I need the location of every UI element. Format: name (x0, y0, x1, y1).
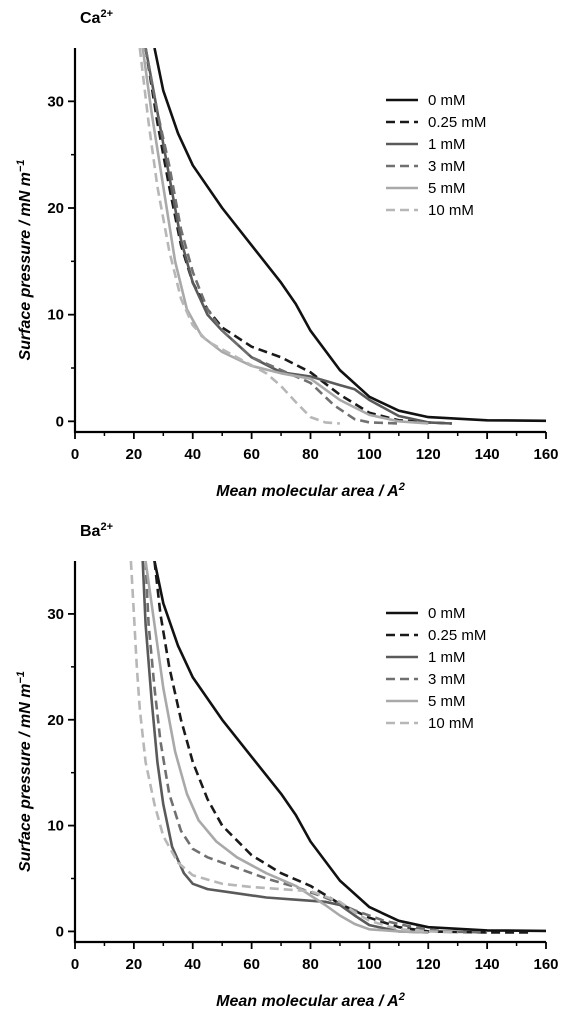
legend-label: 0.25 mM (428, 114, 486, 131)
legend-label: 0 mM (428, 92, 466, 109)
x-tick-label: 120 (416, 446, 441, 463)
chart-panel-0: 0 20 40 60 80 100 120 140 160 0 10 20 30 Ca2+ Mean mol… (15, 8, 559, 500)
legend-label: 1 mM (428, 649, 466, 666)
series-line-3 (144, 561, 488, 934)
x-tick-label: 20 (126, 956, 143, 973)
series-line-2 (141, 561, 429, 934)
series-line-5 (129, 561, 458, 934)
legend-label: 0.25 mM (428, 627, 486, 644)
x-tick-label: 0 (71, 446, 79, 463)
y-axis-label: Surface pressure / mN m−1 (15, 159, 34, 360)
series-line-0 (153, 48, 546, 423)
series-line-3 (144, 48, 399, 425)
series-line-1 (144, 48, 452, 425)
x-tick-label: 140 (475, 956, 500, 973)
series-group (129, 561, 546, 934)
legend-label: 5 mM (428, 693, 466, 710)
legend-label: 3 mM (428, 158, 466, 175)
series-line-1 (153, 561, 532, 934)
x-tick-label: 0 (71, 956, 79, 973)
x-tick-label: 60 (243, 446, 260, 463)
x-tick-label: 80 (302, 956, 319, 973)
legend: 0 mM 0.25 mM 1 mM 3 mM 5 mM 10 mM (386, 605, 486, 732)
legend: 0 mM 0.25 mM 1 mM 3 mM 5 mM 10 mM (386, 92, 486, 219)
y-tick-label: 20 (47, 200, 64, 217)
x-tick-label: 100 (357, 956, 382, 973)
panel-label: Ca2+ (80, 8, 113, 27)
legend-label: 0 mM (428, 605, 466, 622)
chart-panel-1: 0 20 40 60 80 100 120 140 160 0 10 20 30 Ba2+ Mean mol… (15, 521, 559, 1010)
x-tick-label: 80 (302, 446, 319, 463)
y-tick-label: 20 (47, 712, 64, 729)
legend-label: 10 mM (428, 202, 474, 219)
x-tick-label: 120 (416, 956, 441, 973)
x-axis-label: Mean molecular area / A2 (216, 481, 405, 500)
x-tick-label: 100 (357, 446, 382, 463)
series-line-4 (144, 561, 429, 934)
x-tick-label: 160 (533, 956, 558, 973)
x-tick-label: 20 (126, 446, 143, 463)
y-axis-label: Surface pressure / mN m−1 (15, 671, 34, 872)
series-line-4 (141, 48, 429, 425)
legend-label: 5 mM (428, 180, 466, 197)
y-tick-label: 0 (56, 923, 64, 940)
legend-label: 3 mM (428, 671, 466, 688)
y-tick-label: 10 (47, 307, 64, 324)
y-tick-label: 10 (47, 818, 64, 835)
x-tick-label: 40 (184, 956, 201, 973)
legend-label: 10 mM (428, 715, 474, 732)
y-tick-label: 30 (47, 606, 64, 623)
y-tick-label: 0 (56, 413, 64, 430)
x-tick-label: 140 (475, 446, 500, 463)
x-tick-label: 60 (243, 956, 260, 973)
series-line-0 (153, 561, 546, 933)
y-tick-label: 30 (47, 93, 64, 110)
x-tick-label: 160 (533, 446, 558, 463)
x-axis-label: Mean molecular area / A2 (216, 991, 405, 1010)
series-group (138, 48, 546, 425)
legend-label: 1 mM (428, 136, 466, 153)
panel-label: Ba2+ (80, 521, 113, 540)
x-tick-label: 40 (184, 446, 201, 463)
